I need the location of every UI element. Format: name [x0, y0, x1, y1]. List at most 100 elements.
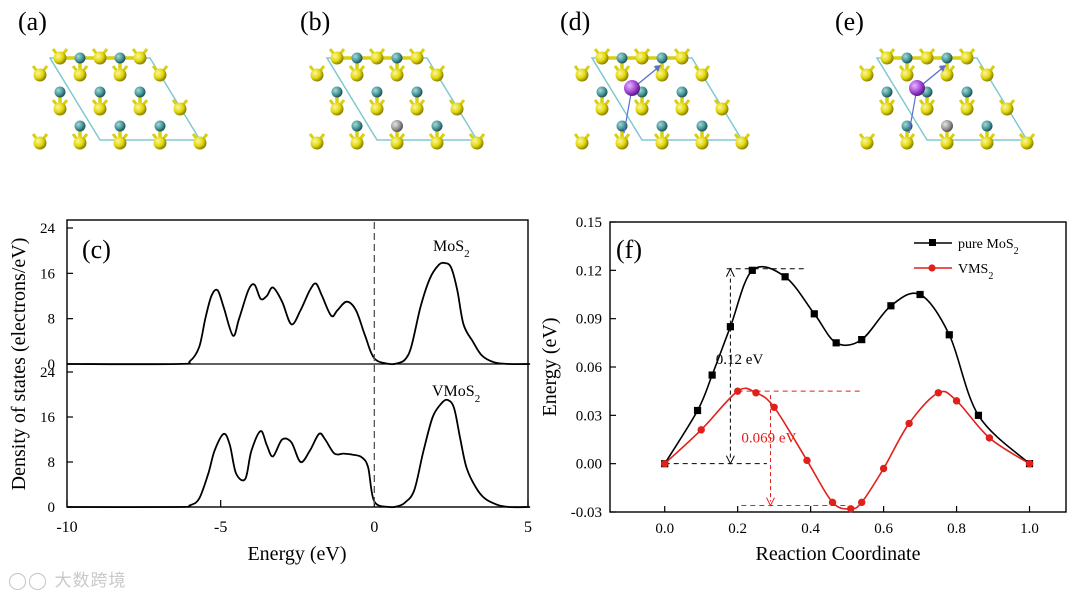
panel-label-d: (d) — [560, 7, 590, 36]
sulfur-atom — [635, 51, 649, 65]
sulfur-atom — [1020, 136, 1034, 150]
molybdenum-atom — [596, 86, 608, 98]
neb-y-tick-label: 0.09 — [576, 312, 602, 328]
sulfur-atom — [450, 102, 464, 116]
neb-point-vms — [847, 505, 855, 513]
watermark: ◯◯ 大数跨境 — [8, 571, 127, 591]
sulfur-atom — [330, 102, 344, 116]
neb-point-pure — [693, 406, 702, 415]
neb-point-pure — [726, 323, 734, 331]
panel-label-a: (a) — [18, 7, 47, 36]
sulfur-atom — [73, 136, 87, 150]
sulfur-atom — [93, 51, 107, 65]
sulfur-atom — [655, 68, 669, 82]
dos-series-label-vmos2: VMoS2 — [432, 383, 480, 405]
neb-x-tick-label: 0.4 — [801, 521, 820, 537]
sulfur-atom — [173, 102, 187, 116]
diffusion-arrowhead — [654, 65, 661, 72]
molybdenum-atom — [331, 86, 343, 98]
sulfur-atom — [53, 102, 67, 116]
sulfur-atom — [900, 68, 914, 82]
sulfur-atom — [615, 68, 629, 82]
sulfur-atom — [980, 136, 994, 150]
neb-point-pure — [781, 273, 789, 281]
neb-point-vms — [752, 389, 760, 397]
molybdenum-atom — [134, 86, 146, 98]
dos-y-tick-label: 24 — [40, 221, 56, 237]
panel-label-f: (f) — [616, 235, 642, 264]
sulfur-atom — [860, 68, 874, 82]
sulfur-atom — [595, 102, 609, 116]
neb-x-axis-label: Reaction Coordinate — [756, 543, 921, 565]
dos-y-tick-label: 0 — [48, 500, 56, 516]
sulfur-atom — [980, 68, 994, 82]
molybdenum-atom — [616, 52, 628, 64]
neb-y-tick-label: 0.12 — [576, 263, 602, 279]
dos-x-tick-label: -5 — [214, 519, 227, 536]
dos-y-tick-label: 8 — [48, 455, 56, 471]
neb-point-pure — [810, 310, 818, 318]
neb-x-tick-label: 0.6 — [874, 521, 893, 537]
molybdenum-atom — [391, 52, 403, 64]
legend-label-vms: VMS2 — [958, 262, 993, 282]
dos-y-tick-label: 0 — [48, 357, 56, 373]
sulfur-atom — [133, 102, 147, 116]
structure-panel-d — [573, 48, 751, 150]
sulfur-atom — [153, 136, 167, 150]
neb-point-pure — [858, 336, 866, 344]
neb-point-pure — [916, 290, 924, 299]
dos-series-label-mos2: MoS2 — [433, 238, 470, 260]
sulfur-atom — [430, 68, 444, 82]
molybdenum-atom — [74, 120, 86, 132]
sulfur-atom — [390, 68, 404, 82]
molybdenum-atom — [351, 52, 363, 64]
sulfur-atom — [715, 102, 729, 116]
molybdenum-atom — [981, 120, 993, 132]
sulfur-atom — [655, 136, 669, 150]
dos-curve-vmos2 — [66, 398, 531, 509]
neb-point-vms — [803, 456, 811, 465]
neb-y-tick-label: 0.15 — [576, 215, 602, 231]
neb-point-pure — [832, 339, 840, 347]
neb-point-vms — [1025, 459, 1034, 468]
panel-label-c: (c) — [82, 235, 111, 264]
neb-y-tick-label: 0.06 — [576, 360, 603, 376]
dos-x-tick-label: 0 — [370, 519, 378, 536]
molybdenum-atom — [656, 120, 668, 132]
sulfur-atom — [470, 136, 484, 150]
sulfur-atom — [635, 102, 649, 116]
barrier-annotation-vms: 0.069 eV — [741, 431, 796, 447]
sulfur-atom — [880, 51, 894, 65]
sulfur-atom — [860, 136, 874, 150]
molybdenum-atom — [411, 86, 423, 98]
neb-y-tick-label: 0.03 — [576, 408, 602, 424]
sulfur-atom — [33, 136, 47, 150]
lithium-atom — [624, 80, 640, 96]
sulfur-atom — [153, 68, 167, 82]
sulfur-atom — [410, 51, 424, 65]
arrowhead-pure-up — [725, 267, 735, 277]
neb-point-vms — [733, 387, 742, 395]
dos-y-tick-label: 16 — [40, 266, 56, 282]
dos-y-axis-label: Density of states (electrons/eV) — [8, 238, 30, 491]
molybdenum-atom — [114, 52, 126, 64]
reaction-energy-chart: 0.0 0.2 0.4 0.6 0.8 1.0 -0.03 0.00 0.03 0.06 0.09 0… — [539, 215, 1067, 565]
barrier-annotation-pure: 0.12 eV — [716, 352, 764, 368]
molybdenum-atom — [431, 120, 443, 132]
sulfur-atom — [310, 136, 324, 150]
sulfur-atom — [73, 68, 87, 82]
sulfur-atom — [880, 102, 894, 116]
sulfur-atom — [615, 136, 629, 150]
neb-point-vms — [905, 419, 913, 428]
sulfur-atom — [940, 136, 954, 150]
molybdenum-atom — [351, 120, 363, 132]
neb-frame — [609, 221, 1067, 513]
legend-marker-pure — [929, 239, 936, 246]
arrowhead-pure-down — [725, 455, 735, 465]
neb-x-tick-label: 1.0 — [1020, 521, 1039, 537]
neb-point-vms — [985, 434, 994, 442]
sulfur-atom — [960, 102, 974, 116]
sulfur-atom — [410, 102, 424, 116]
dos-x-tick-label: -10 — [56, 519, 77, 536]
vanadium-atom — [391, 120, 403, 132]
